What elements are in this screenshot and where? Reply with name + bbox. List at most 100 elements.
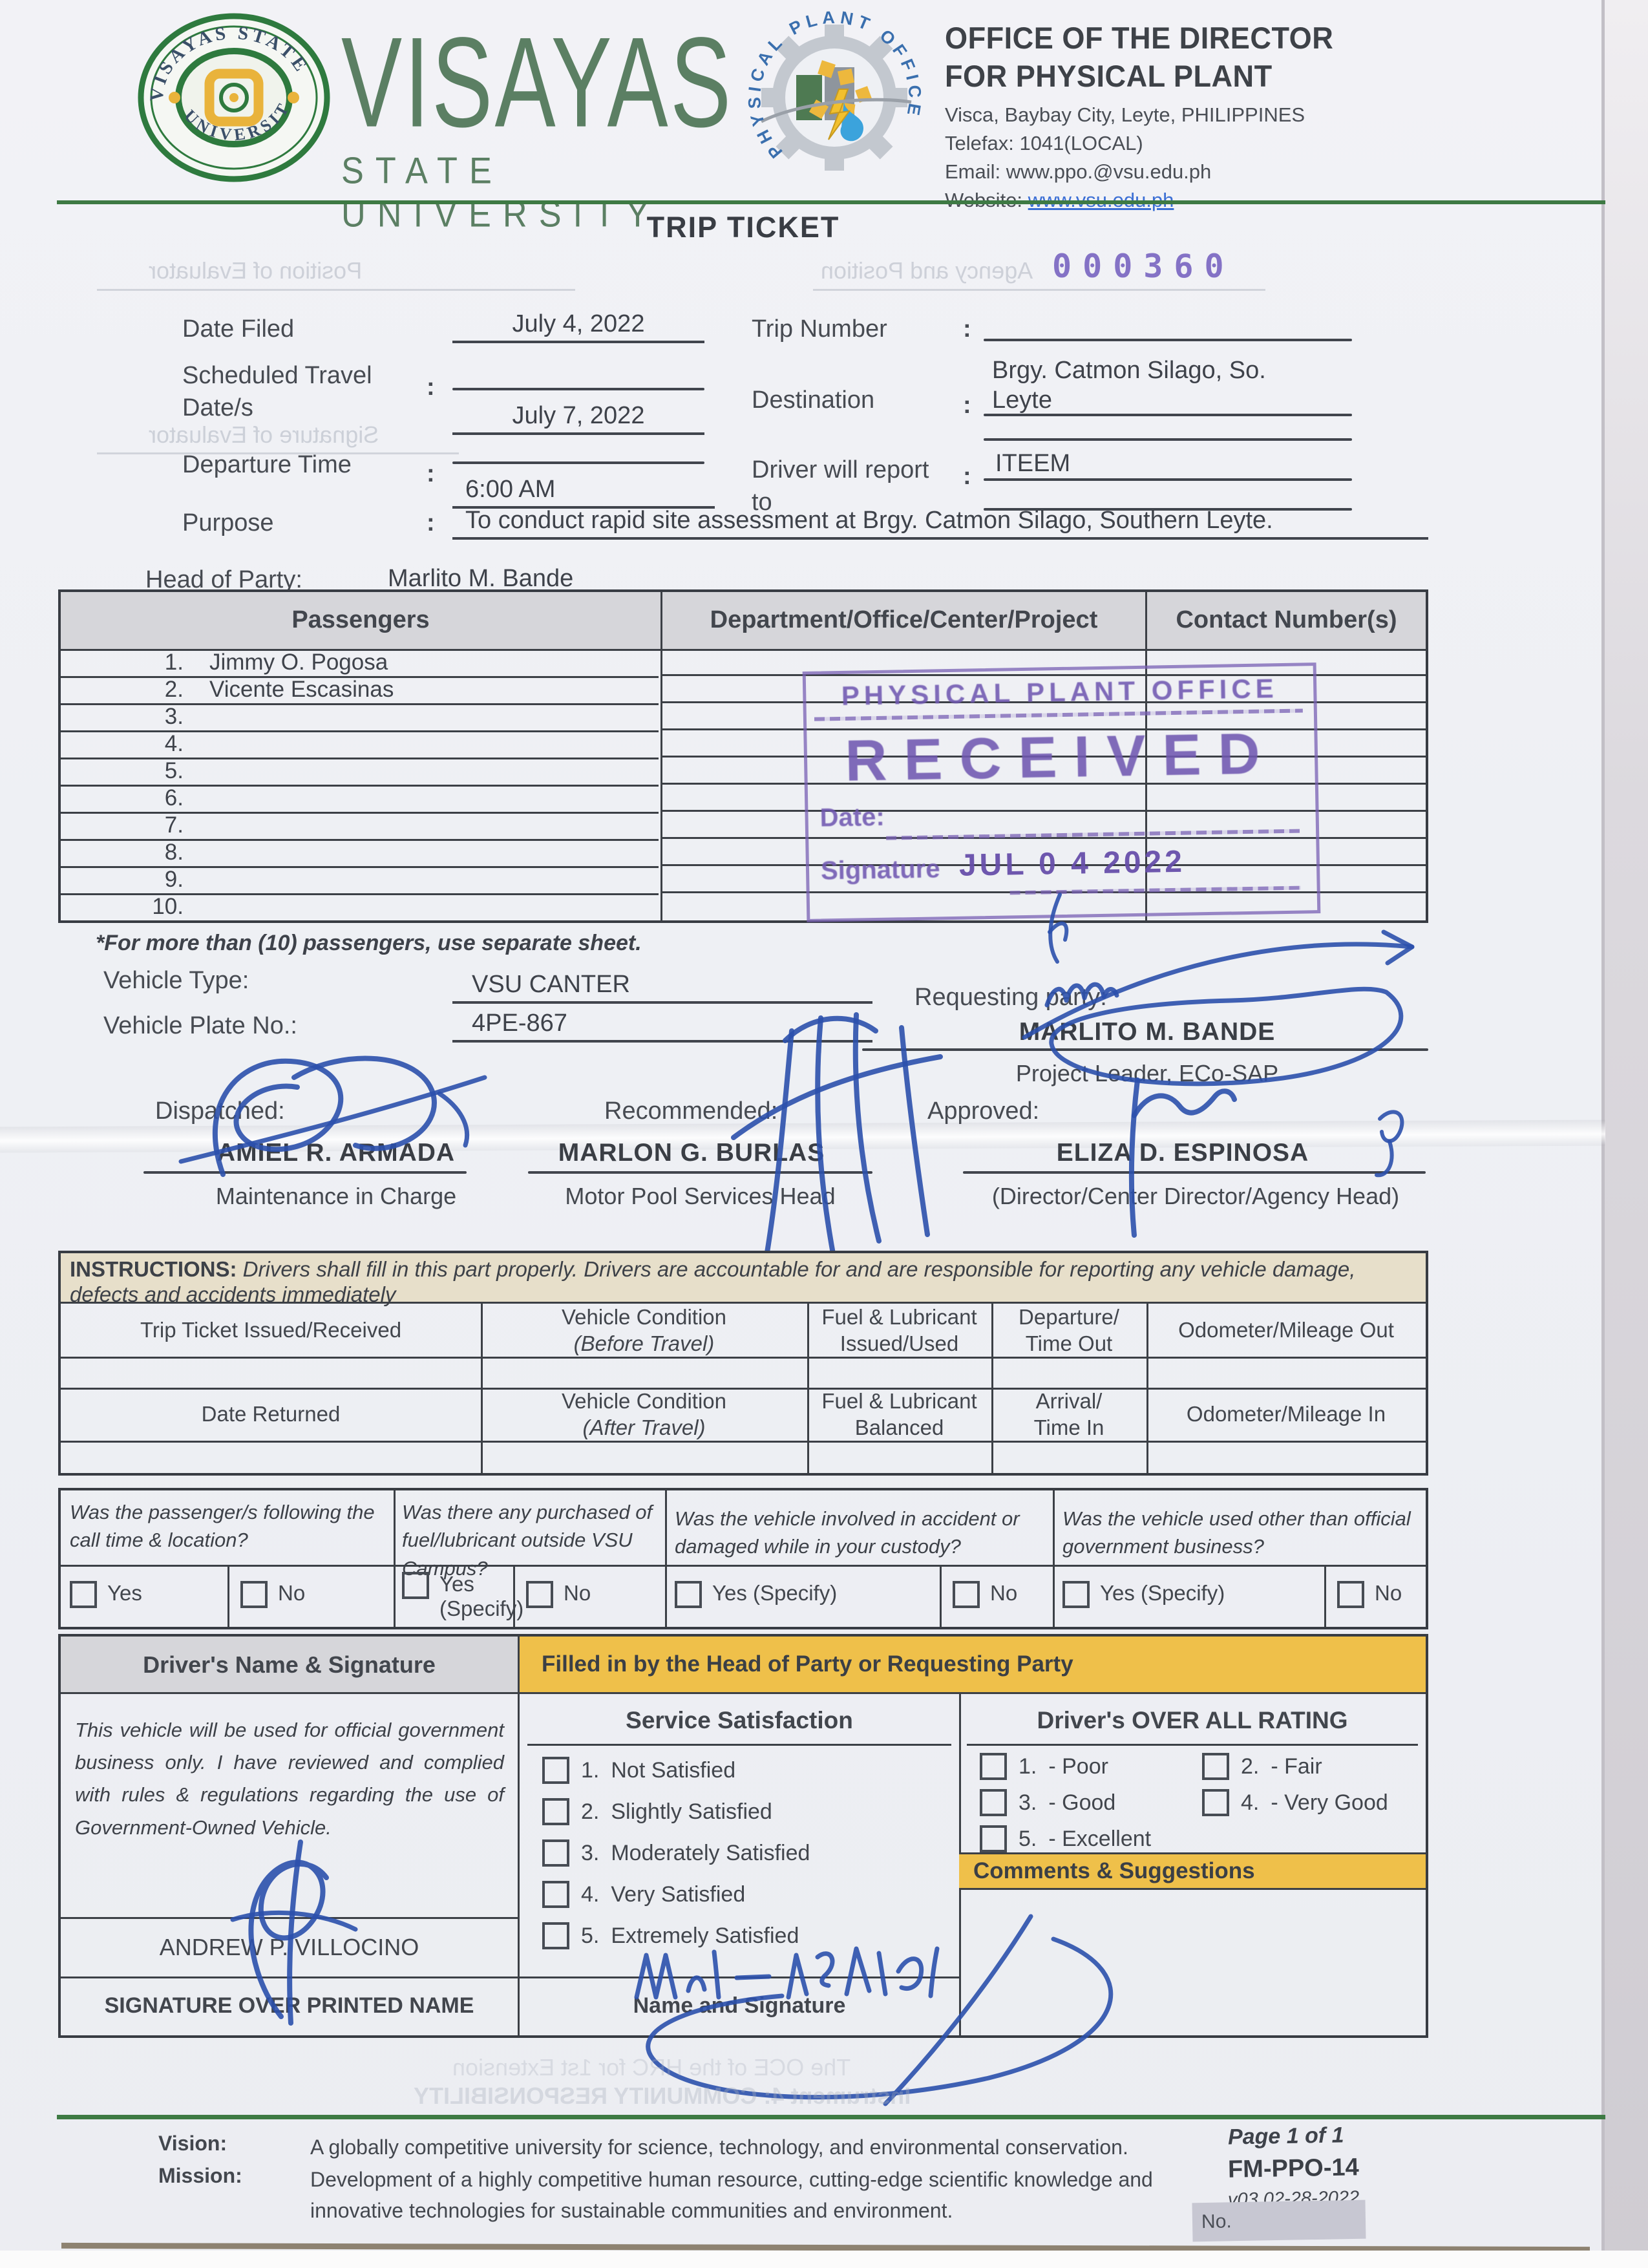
passenger-row: 3. [61, 703, 659, 732]
driver-signature [230, 1839, 358, 2026]
ghost-text-2: Agency and Position [821, 257, 1033, 284]
vsu-wordmark: VISAYAS STATE UNIVERSITY [341, 10, 755, 235]
instr-r2c4: Arrival/Time In [1033, 1388, 1104, 1439]
office-email: Email: www.ppo.@vsu.edu.ph [945, 160, 1212, 183]
passenger-row: 8. [61, 839, 659, 868]
page-title: TRIP TICKET [646, 211, 840, 244]
rating-4-checkbox [1202, 1789, 1229, 1816]
recommended-title: Motor Pool Services Head [565, 1183, 836, 1209]
service-3-checkbox [542, 1839, 569, 1867]
ppo-logo: PHYSICAL PLANT OFFICE [745, 8, 920, 171]
date-filed-label: Date Filed [182, 315, 295, 343]
form-number-box: No. [1192, 2199, 1366, 2242]
rating-item: 1. - Poor [980, 1753, 1108, 1780]
passenger-row: 1. Jimmy O. Pogosa [61, 649, 659, 678]
office-info: OFFICE OF THE DIRECTOR FOR PHYSICAL PLAN… [945, 19, 1384, 215]
wordmark-line2: STATE UNIVERSITY [341, 149, 661, 235]
destination-value: Brgy. Catmon Silago, So. Leyte [992, 357, 1266, 414]
rating-3-checkbox [980, 1789, 1007, 1816]
rating-item: 5. - Excellent [980, 1825, 1151, 1852]
passengers-table: Passengers Department/Office/Center/Proj… [58, 589, 1428, 923]
stamp-received: RECEIVED [844, 721, 1278, 794]
question-3: Was the vehicle involved in accident or … [675, 1507, 1020, 1558]
recommended-signature [731, 1012, 943, 1263]
service-satisfaction-header: Service Satisfaction [626, 1706, 853, 1733]
instr-r2c1: Date Returned [201, 1402, 341, 1426]
service-item: 1. Not Satisfied [542, 1757, 735, 1784]
recommended-label: Recommended: [604, 1097, 778, 1125]
col-header-passengers: Passengers [291, 606, 430, 634]
instr-r1c5: Odometer/Mileage Out [1178, 1318, 1394, 1342]
q1-yes-checkbox [70, 1581, 97, 1608]
destination-line-2 [984, 438, 1352, 441]
head-of-party-signature [634, 1914, 1114, 2106]
scheduled-label: Scheduled Travel Date/s [182, 362, 372, 422]
service-item: 5. Extremely Satisfied [542, 1922, 799, 1949]
scheduled-date-value: July 7, 2022 [452, 402, 704, 435]
requesting-party-line [862, 1048, 1428, 1051]
form-code: FM-PPO-14 [1227, 2154, 1360, 2183]
trip-number-line [984, 339, 1352, 341]
page-indicator: Page 1 of 1 [1227, 2123, 1344, 2150]
passenger-row: 10. [152, 894, 184, 919]
service-item: 4. Very Satisfied [542, 1881, 745, 1908]
website-label: Website: [945, 189, 1022, 211]
passenger-row: 6. [61, 785, 659, 814]
ticket-number-stamp: 000360 [1052, 248, 1235, 285]
office-line2: FOR PHYSICAL PLANT [945, 58, 1273, 93]
departure-line-1 [452, 461, 704, 464]
driver-report-line [984, 478, 1352, 481]
vehicle-type-label: Vehicle Type: [103, 967, 249, 994]
date-filed-value: July 4, 2022 [452, 310, 704, 343]
q4-no-checkbox [1337, 1581, 1364, 1608]
question-4: Was the vehicle used other than official… [1062, 1507, 1411, 1558]
stamp-signature-label: Signature [820, 854, 940, 885]
requesting-party-signature [1022, 929, 1415, 1086]
rating-item: 3. - Good [980, 1789, 1115, 1816]
q3-yes-option: Yes (Specify) [675, 1581, 837, 1608]
instr-r1c1: Trip Ticket Issued/Received [140, 1318, 402, 1342]
driver-name-header: Driver's Name & Signature [61, 1637, 518, 1692]
destination-label: Destination [752, 387, 875, 414]
instr-r1c2: Vehicle Condition (Before Travel) [561, 1304, 726, 1355]
service-4-checkbox [542, 1881, 569, 1908]
questions-table: Was the passenger/s following the call t… [58, 1488, 1428, 1629]
instructions-header: INSTRUCTIONS: Drivers shall fill in this… [61, 1253, 1426, 1306]
instr-r1c3: Fuel & Lubricant Issued/Used [821, 1304, 977, 1355]
destination-line [984, 414, 1352, 416]
instr-r2c2: Vehicle Condition (After Travel) [561, 1388, 726, 1439]
approved-line [963, 1171, 1426, 1174]
q2-yes-checkbox [402, 1572, 429, 1599]
scanner-edge [1601, 0, 1648, 2268]
office-line1: OFFICE OF THE DIRECTOR [945, 21, 1334, 55]
purpose-value: To conduct rapid site assessment at Brgy… [452, 507, 1428, 540]
approved-name: ELIZA D. ESPINOSA [1056, 1139, 1309, 1167]
col-header-contact: Contact Number(s) [1176, 606, 1397, 634]
q1-yes-option: Yes [70, 1581, 142, 1608]
scanner-background [0, 2251, 1648, 2268]
rating-5-checkbox [980, 1825, 1007, 1852]
driver-agreement: This vehicle will be used for official g… [75, 1719, 504, 1839]
q2-yes-option: Yes (Specify) [402, 1572, 523, 1621]
instr-r2c5: Odometer/Mileage In [1186, 1402, 1386, 1426]
service-item: 3. Moderately Satisfied [542, 1839, 810, 1867]
rating-item: 2. - Fair [1202, 1753, 1322, 1780]
service-item: 2. Slightly Satisfied [542, 1798, 772, 1825]
vsu-seal: VISAYAS STATE UNIVERSITY [137, 13, 330, 182]
head-of-party-value: Marlito M. Bande [388, 565, 574, 592]
footer-rule [57, 2115, 1605, 2119]
question-2: Was there any purchased of fuel/lubrican… [402, 1501, 653, 1580]
ghost-text-5: Instrument 4: COMMUNITY RESPONSIBILITY [414, 2083, 911, 2109]
wordmark-line1: VISAYAS [341, 10, 734, 154]
q3-no-option: No [953, 1581, 1017, 1608]
q3-no-checkbox [953, 1581, 980, 1608]
q3-yes-checkbox [675, 1581, 702, 1608]
q1-no-option: No [240, 1581, 305, 1608]
instructions-table: INSTRUCTIONS: Drivers shall fill in this… [58, 1251, 1428, 1476]
overall-rating-header: Driver's OVER ALL RATING [1037, 1706, 1348, 1733]
dispatched-title: Maintenance in Charge [215, 1183, 457, 1209]
instr-r1c4: Departure/Time Out [1019, 1304, 1119, 1355]
col-header-department: Department/Office/Center/Project [710, 606, 1098, 634]
question-1: Was the passenger/s following the call t… [70, 1501, 375, 1552]
